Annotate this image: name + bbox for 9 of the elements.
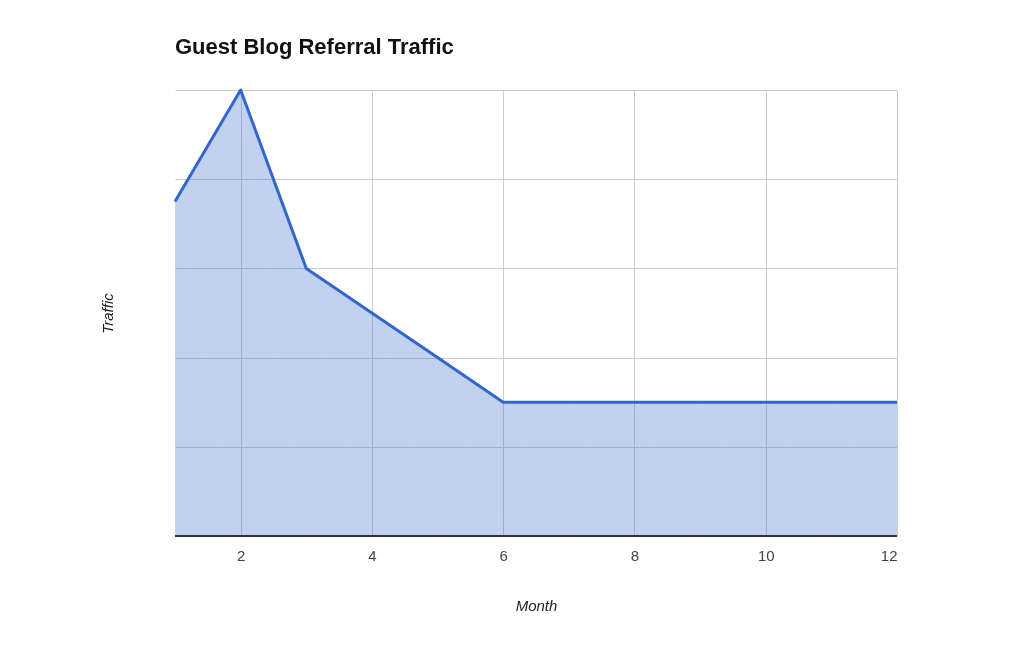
x-tick-label: 6 [499, 546, 508, 564]
x-tick-label: 12 [880, 546, 898, 564]
y-axis-title: Traffic [98, 292, 116, 334]
chart-title: Guest Blog Referral Traffic [175, 33, 454, 59]
x-tick-label: 8 [630, 546, 640, 564]
x-tick-label: 10 [757, 546, 775, 564]
x-tick-label: 2 [236, 546, 246, 564]
x-axis-title: Month [515, 596, 558, 614]
x-tick-label: 4 [368, 546, 377, 564]
